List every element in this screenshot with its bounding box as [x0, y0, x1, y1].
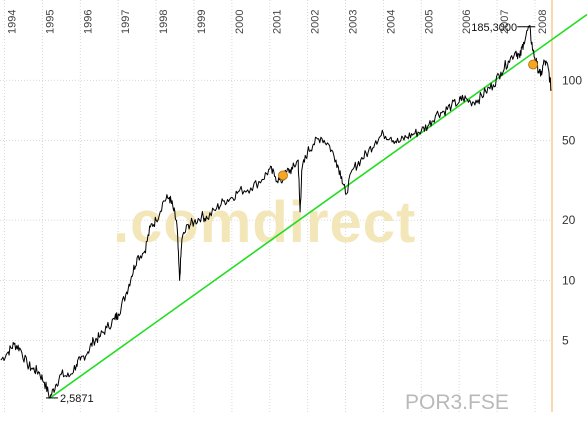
year-tick-label: 1998 — [158, 10, 170, 34]
y-tick-label: 20 — [562, 213, 576, 227]
year-tick-label: 1994 — [7, 10, 19, 34]
y-tick-label: 50 — [562, 134, 576, 148]
min-value-label: 2,5871 — [60, 393, 94, 405]
year-tick-label: 2008 — [537, 10, 549, 34]
dividend-marker-dot — [528, 59, 538, 70]
max-value-label: 185,3000 — [471, 22, 517, 34]
annotations: 185,3000 2,5871 — [46, 22, 538, 405]
year-tick-label: 1999 — [196, 10, 208, 34]
y-tick-label: 100 — [562, 73, 582, 87]
dividend-marker — [278, 170, 288, 181]
price-line — [0, 24, 552, 399]
year-tick-label: 1995 — [44, 10, 56, 34]
dividend-marker-dot — [278, 170, 288, 181]
y-tick-label: 5 — [562, 334, 569, 348]
trendline-segment — [49, 13, 587, 399]
grid — [0, 0, 553, 412]
dividend-marker — [528, 59, 538, 70]
y-tick-label: 10 — [562, 273, 576, 287]
year-tick-label: 2004 — [385, 10, 397, 34]
trendline — [49, 13, 587, 399]
year-tick-label: 1997 — [120, 10, 132, 34]
year-tick-label: 2002 — [310, 10, 322, 34]
price-series — [0, 24, 552, 399]
year-tick-label: 2001 — [272, 10, 284, 34]
year-tick-label: 2007 — [499, 10, 511, 34]
year-tick-label: 1996 — [82, 10, 94, 34]
ticker-label: POR3.FSE — [405, 391, 509, 414]
year-tick-label: 2006 — [461, 10, 473, 34]
year-tick-label: 2000 — [234, 10, 246, 34]
year-tick-label: 2003 — [348, 10, 360, 34]
year-tick-label: 2005 — [423, 10, 435, 34]
axis-labels: 1994 1995 1996 1997 1998 1999 2000 2001 2002 2003… — [7, 10, 583, 348]
